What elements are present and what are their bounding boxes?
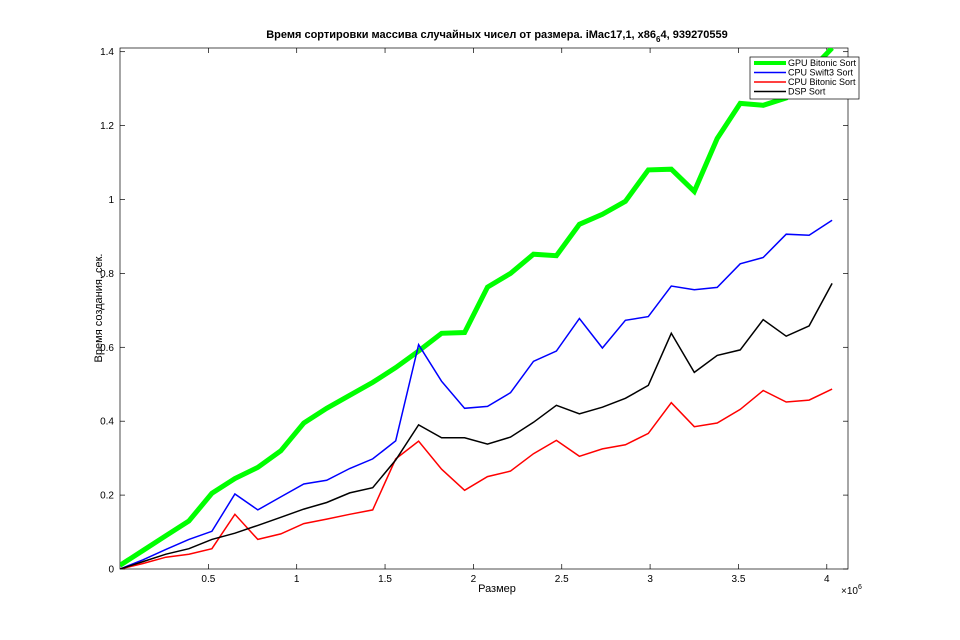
y-tick-label: 1.2 [100, 121, 114, 132]
y-tick-label: 0.6 [100, 343, 114, 354]
x-tick-label: 0.5 [201, 574, 215, 585]
chart-title-main: Время сортировки массива случайных чисел… [266, 29, 656, 41]
y-axis-label: Время создания, сек. [93, 254, 105, 363]
svg-text:Время сортировки массива случа: Время сортировки массива случайных чисел… [266, 29, 728, 44]
x-tick-label: 3 [647, 574, 653, 585]
x-tick-label: 4 [824, 574, 830, 585]
y-tick-label: 1 [108, 195, 114, 206]
series-lines [120, 48, 834, 569]
series-line-dsp-sort [120, 283, 833, 569]
x-axis-multiplier: ×106 [841, 584, 862, 597]
x-axis-label: Размер [478, 583, 516, 595]
x-axis-label-group: Размер ×106 [478, 583, 862, 597]
chart-title-tail: 4, 939270559 [660, 29, 727, 41]
x-axis-multiplier-exponent: 6 [858, 584, 862, 591]
x-tick-label: 2.5 [555, 574, 569, 585]
series-line-cpu-bitonic-sort [120, 388, 833, 569]
x-tick-label: 1.5 [378, 574, 392, 585]
x-tick-label: 3.5 [731, 574, 745, 585]
plot-area [119, 47, 849, 570]
legend-entry-label: CPU Swift3 Sort [788, 68, 854, 78]
y-tick-label: 0.8 [100, 269, 114, 280]
x-axis-multiplier-base: ×10 [841, 586, 858, 597]
y-tick-label: 0 [108, 565, 114, 576]
legend-entry-label: GPU Bitonic Sort [788, 58, 857, 68]
y-tick-label: 1.4 [100, 47, 114, 58]
x-tick-label: 2 [471, 574, 477, 585]
series-line-cpu-swift3-sort [120, 219, 833, 569]
y-tick-label: 0.2 [100, 491, 114, 502]
series-line-gpu-bitonic-sort [120, 48, 834, 568]
chart-title-subscript: 6 [656, 35, 661, 44]
axis-ticks: 0.5 1 1.5 2 2.5 3 3.5 4 0 0.2 0.4 0.6 0.8 1 1.2 1.4 [100, 47, 848, 585]
x-tick-label: 1 [294, 574, 300, 585]
chart-title: Время сортировки массива случайных чисел… [266, 29, 728, 44]
legend-entry-label: CPU Bitonic Sort [788, 77, 856, 87]
y-tick-label: 0.4 [100, 417, 114, 428]
legend-entry-label: DSP Sort [788, 87, 826, 97]
